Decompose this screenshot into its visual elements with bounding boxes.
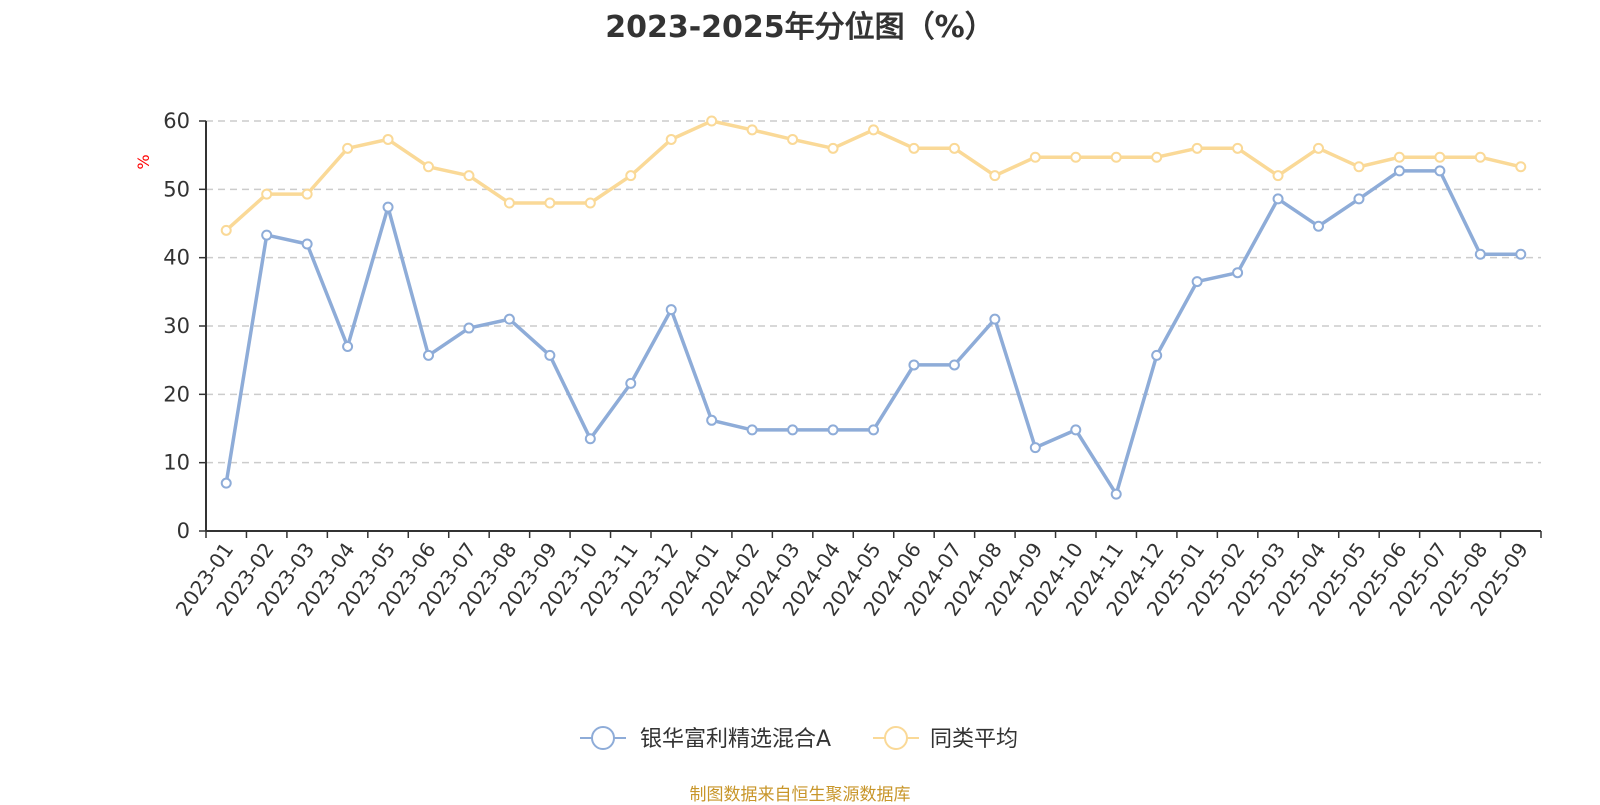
data-point bbox=[1191, 142, 1203, 154]
data-point bbox=[544, 349, 556, 361]
y-tick-label: 20 bbox=[163, 382, 190, 406]
data-point bbox=[1232, 267, 1244, 279]
data-point bbox=[342, 142, 354, 154]
series-line bbox=[224, 169, 1521, 496]
data-point bbox=[706, 414, 718, 426]
data-point bbox=[1110, 488, 1122, 500]
data-point bbox=[423, 161, 434, 173]
data-point bbox=[220, 224, 232, 236]
legend-label: 银华富利精选混合A bbox=[640, 727, 831, 752]
data-point bbox=[625, 170, 637, 182]
data-point bbox=[868, 424, 879, 436]
data-point bbox=[1029, 151, 1041, 163]
data-point bbox=[665, 304, 677, 316]
data-point bbox=[948, 142, 960, 154]
data-point bbox=[503, 313, 515, 325]
data-point bbox=[948, 359, 960, 371]
data-point bbox=[463, 322, 475, 334]
data-point bbox=[1474, 151, 1486, 163]
data-point bbox=[1029, 442, 1041, 454]
data-point bbox=[746, 424, 758, 436]
data-point bbox=[989, 313, 1001, 325]
data-point bbox=[1515, 248, 1527, 260]
data-point bbox=[423, 349, 434, 361]
legend[interactable]: 银华富利精选混合A 同类平均 bbox=[580, 726, 1018, 752]
data-point bbox=[1353, 193, 1365, 205]
data-point bbox=[1393, 165, 1405, 177]
legend-label: 同类平均 bbox=[930, 727, 1018, 752]
data-point bbox=[503, 197, 515, 209]
data-point bbox=[625, 377, 637, 389]
data-point bbox=[1110, 151, 1122, 163]
data-point bbox=[1353, 161, 1365, 173]
data-point bbox=[1515, 161, 1527, 173]
data-point bbox=[1272, 170, 1284, 182]
data-point bbox=[220, 477, 232, 489]
series-lines bbox=[220, 115, 1527, 500]
data-point bbox=[787, 133, 799, 145]
data-point bbox=[584, 197, 596, 209]
y-tick-label: 10 bbox=[163, 451, 190, 475]
axes: 0102030405060%2023-012023-022023-032023-… bbox=[134, 109, 1542, 620]
data-point bbox=[908, 142, 920, 154]
data-point bbox=[261, 188, 273, 200]
data-point bbox=[463, 170, 475, 182]
data-point bbox=[868, 124, 879, 136]
data-point bbox=[342, 341, 354, 352]
data-point bbox=[301, 188, 313, 200]
data-point bbox=[261, 229, 273, 241]
data-point bbox=[1070, 151, 1082, 163]
legend-marker bbox=[591, 726, 615, 750]
data-point bbox=[382, 133, 394, 145]
data-point bbox=[908, 359, 920, 371]
data-point bbox=[1474, 248, 1486, 260]
grid-lines bbox=[206, 120, 1541, 464]
data-point bbox=[544, 197, 556, 209]
data-point bbox=[706, 115, 718, 127]
data-point bbox=[827, 424, 839, 436]
y-tick-label: 60 bbox=[163, 109, 190, 133]
data-point bbox=[382, 201, 394, 213]
y-axis-label: % bbox=[134, 154, 153, 169]
data-point bbox=[746, 124, 758, 136]
data-point bbox=[665, 133, 677, 145]
source-note: 制图数据来自恒生聚源数据库 bbox=[689, 785, 911, 805]
data-point bbox=[1313, 220, 1324, 232]
data-point bbox=[1232, 142, 1244, 154]
y-tick-label: 0 bbox=[177, 519, 190, 543]
y-tick-label: 40 bbox=[163, 246, 190, 270]
data-point bbox=[1393, 151, 1405, 163]
data-point bbox=[989, 170, 1001, 182]
y-tick-label: 30 bbox=[163, 314, 190, 338]
data-point bbox=[1313, 142, 1324, 154]
data-point bbox=[1272, 193, 1284, 205]
y-tick-label: 50 bbox=[163, 177, 190, 201]
data-point bbox=[1434, 165, 1446, 177]
data-point bbox=[301, 238, 313, 250]
data-point bbox=[584, 433, 596, 445]
data-point bbox=[1434, 151, 1446, 163]
data-point bbox=[827, 142, 839, 154]
data-point bbox=[1151, 151, 1163, 163]
chart-title: 2023-2025年分位图（%） bbox=[605, 10, 995, 45]
data-point bbox=[1070, 424, 1082, 436]
data-point bbox=[1151, 349, 1163, 361]
data-point bbox=[787, 424, 799, 436]
series-line bbox=[225, 119, 1522, 232]
legend-marker bbox=[884, 726, 908, 750]
data-point bbox=[1191, 276, 1203, 288]
